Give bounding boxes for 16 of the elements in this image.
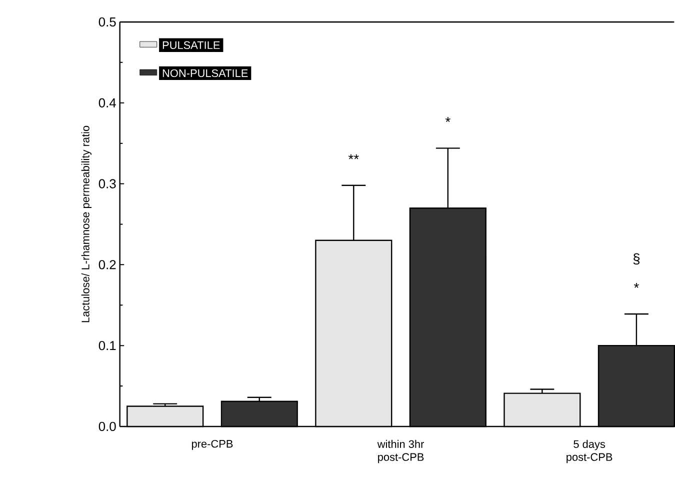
y-tick-label: 0.0	[98, 422, 116, 431]
legend-label: PULSATILE	[162, 41, 220, 49]
annotation: *	[445, 116, 450, 122]
y-tick-label: 0.3	[98, 179, 116, 188]
legend-label: NON-PULSATILE	[162, 69, 248, 77]
x-tick-label: within 3hr post-CPB	[377, 440, 424, 463]
y-tick-label: 0.1	[98, 340, 116, 350]
y-tick-label: 0.2	[98, 260, 116, 270]
x-tick-label: pre-CPB	[192, 440, 233, 450]
annotation: *	[634, 282, 639, 288]
y-tick-label: 0.5	[98, 17, 116, 26]
annotation: §	[633, 253, 640, 264]
y-tick-label: 0.4	[98, 98, 116, 108]
y-axis-title: Lactulose/ L-rhamnose permeability ratio	[81, 126, 92, 322]
annotation: **	[348, 154, 359, 160]
x-tick-label: 5 days post-CPB	[566, 440, 612, 463]
